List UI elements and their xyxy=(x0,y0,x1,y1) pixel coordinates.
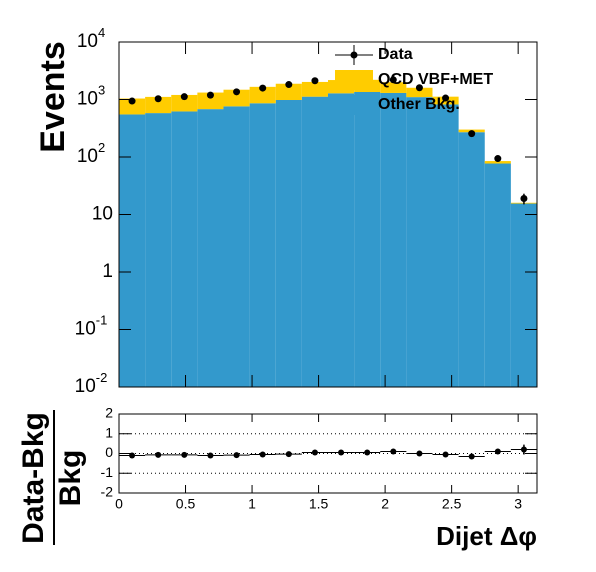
x-tick-label: 3 xyxy=(514,496,522,512)
data-point xyxy=(206,91,214,99)
x-tick-label: 0.5 xyxy=(176,496,196,512)
ratio-numerator: Data-Bkg xyxy=(17,412,50,544)
histogram-bar xyxy=(432,104,459,388)
legend-label: Other Bkg. xyxy=(378,96,460,113)
y-tick-exponent: -1 xyxy=(96,313,108,328)
data-point xyxy=(233,452,240,459)
legend-label: QCD VBF+MET xyxy=(378,71,493,88)
y-tick-label: 1 xyxy=(105,424,113,440)
y-tick-exponent: 3 xyxy=(98,83,105,98)
ratio-denominator: Bkg xyxy=(54,450,87,507)
y-tick-label: 10-1 xyxy=(75,313,108,340)
data-point xyxy=(233,88,241,96)
data-point xyxy=(207,452,214,459)
histogram-bar xyxy=(119,114,146,388)
data-point xyxy=(468,130,476,138)
y-tick-label: 104 xyxy=(77,25,105,52)
y-tick-exponent: 4 xyxy=(98,25,105,40)
data-point xyxy=(364,449,371,456)
histogram-bar xyxy=(197,92,224,110)
histogram-bar xyxy=(380,82,407,93)
data-point xyxy=(181,451,188,458)
histogram-bar xyxy=(145,96,172,114)
y-tick-base: 10 xyxy=(77,146,98,167)
data-point xyxy=(520,194,528,202)
histogram-bar xyxy=(406,87,433,98)
data-point xyxy=(259,84,267,92)
plot-frame xyxy=(118,41,538,388)
plot-frame xyxy=(118,413,538,494)
data-point xyxy=(259,451,266,458)
y-tick-label: 0 xyxy=(105,444,113,460)
data-point xyxy=(285,451,292,458)
data-point xyxy=(128,97,136,105)
histogram-bar xyxy=(484,161,511,164)
histogram-bar xyxy=(145,113,172,387)
y-tick-label: 102 xyxy=(77,140,105,167)
legend-label: Data xyxy=(378,46,413,63)
histogram-bar xyxy=(223,106,250,388)
histogram-bar xyxy=(458,132,485,387)
y-tick-label: 10-2 xyxy=(75,370,108,397)
histogram-bar xyxy=(301,96,328,388)
data-point xyxy=(442,451,449,458)
histogram-bar xyxy=(354,92,381,388)
data-point xyxy=(285,81,293,89)
data-point xyxy=(180,93,188,101)
histogram-bar xyxy=(275,83,302,101)
x-tick-label: 2 xyxy=(381,496,389,512)
data-point xyxy=(415,84,423,92)
data-point xyxy=(311,449,318,456)
histogram-bar xyxy=(275,100,302,387)
x-axis-title: Dijet Δφ xyxy=(436,521,537,551)
x-tick-label: 2.5 xyxy=(442,496,462,512)
y-tick-base: 10 xyxy=(77,31,98,52)
y-tick-label: 103 xyxy=(77,83,105,110)
x-tick-label: 1.5 xyxy=(309,496,329,512)
y-tick-exponent: -2 xyxy=(96,370,108,385)
data-point xyxy=(442,94,450,102)
data-point xyxy=(389,76,397,84)
histogram-bar xyxy=(249,103,276,387)
y-tick-label: -1 xyxy=(101,464,114,480)
data-point xyxy=(494,155,502,163)
data-point xyxy=(155,451,162,458)
histogram-bar xyxy=(328,93,355,388)
histogram-bar xyxy=(406,97,433,387)
histogram-bar xyxy=(510,203,537,387)
y-tick-label: 10 xyxy=(92,204,113,225)
y-tick-base: 10 xyxy=(77,89,98,110)
x-tick-label: 1 xyxy=(248,496,256,512)
histogram-bar xyxy=(249,86,276,104)
y-tick-exponent: 2 xyxy=(98,140,105,155)
histogram-bar xyxy=(484,163,511,387)
y-tick-label: -2 xyxy=(101,484,114,500)
histogram-bar xyxy=(301,81,328,97)
y-tick-label: 2 xyxy=(105,405,113,421)
y-tick-label: 1 xyxy=(102,261,113,282)
histogram-bar xyxy=(171,111,198,388)
data-point xyxy=(520,446,527,453)
y-tick-base: 10 xyxy=(75,376,96,397)
histogram-bar xyxy=(197,109,224,387)
x-tick-label: 0 xyxy=(115,496,123,512)
histogram-bar xyxy=(171,94,198,112)
histogram-bar xyxy=(119,98,146,115)
histogram-bar xyxy=(223,89,250,107)
data-point xyxy=(311,77,319,85)
legend-marker xyxy=(350,51,358,59)
histogram-bar xyxy=(380,92,407,388)
legend-swatch xyxy=(335,70,373,90)
data-point xyxy=(468,453,475,460)
legend-swatch xyxy=(335,95,373,115)
data-point xyxy=(338,449,345,456)
data-point xyxy=(154,95,162,103)
y-axis-title: Events xyxy=(34,41,72,153)
y-tick-base: 10 xyxy=(75,319,96,340)
